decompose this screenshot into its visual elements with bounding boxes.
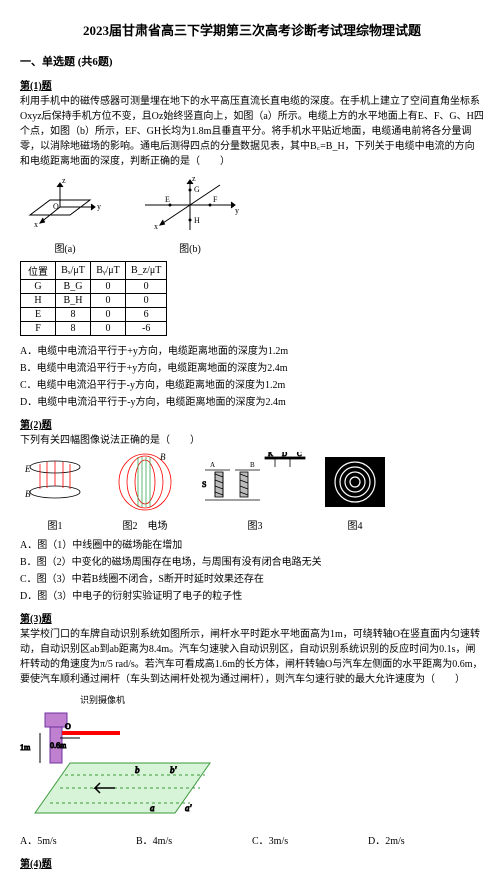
q3-option-c: C．3m/s xyxy=(252,832,368,847)
svg-text:a: a xyxy=(150,803,155,813)
q1-fig-a-label: 图(a) xyxy=(20,240,110,255)
td: B_G xyxy=(56,280,91,294)
fig-label: 图2 电场 xyxy=(100,517,190,532)
td: 0 xyxy=(91,308,126,322)
q2-option-c: C．图（3）中若B线圈不闭合，S断开时延时效果还存在 xyxy=(20,570,484,585)
camera-label: 识别摄像机 xyxy=(80,694,125,705)
svg-text:D: D xyxy=(282,452,287,458)
td: 6 xyxy=(126,308,167,322)
q2-fig1: E B 图1 xyxy=(20,452,90,532)
svg-text:S: S xyxy=(202,480,206,489)
q1-text: 利用手机中的磁传感器可测量埋在地下的水平高压直流长直电缆的深度。在手机上建立了空… xyxy=(20,94,484,169)
svg-text:F: F xyxy=(213,195,218,204)
q1-figures: z y x O 图(a) G H E F z y x 图(b) xyxy=(20,175,484,255)
svg-text:1m: 1m xyxy=(20,743,31,752)
svg-text:0.6m: 0.6m xyxy=(50,741,67,750)
svg-text:H: H xyxy=(194,216,200,225)
page-title: 2023届甘肃省高三下学期第三次高考诊断考试理综物理试题 xyxy=(20,20,484,39)
fig-label: 图1 xyxy=(20,517,90,532)
svg-text:y: y xyxy=(97,202,101,211)
q1-option-c: C．电缆中电流沿平行于-y方向，电缆距离地面的深度为1.2m xyxy=(20,376,484,391)
q1-fig-b-label: 图(b) xyxy=(140,240,240,255)
td: 0 xyxy=(126,294,167,308)
q3-option-b: B．4m/s xyxy=(136,832,252,847)
td: B_H xyxy=(56,294,91,308)
svg-text:z: z xyxy=(192,175,196,183)
section-header: 一、单选题 (共6题) xyxy=(20,53,484,69)
td: F xyxy=(21,322,56,336)
q3-label: 第(3)题 xyxy=(20,610,484,625)
svg-text:B: B xyxy=(250,461,255,469)
td: -6 xyxy=(126,322,167,336)
td: 8 xyxy=(56,308,91,322)
q1-fig-a: z y x O 图(a) xyxy=(20,175,110,255)
svg-text:z: z xyxy=(62,176,66,185)
th: Bₓ/μT xyxy=(56,262,91,280)
svg-text:G: G xyxy=(194,185,200,194)
q3-text: 某学校门口的车牌自动识别系统如图所示，闸杆水平时距水平地面高为1m，可绕转轴O在… xyxy=(20,627,484,687)
td: E xyxy=(21,308,56,322)
q1-option-b: B．电缆中电流沿平行于+y方向，电缆距离地面的深度为2.4m xyxy=(20,359,484,374)
td: 0 xyxy=(91,322,126,336)
th: B_z/μT xyxy=(126,262,167,280)
svg-text:a': a' xyxy=(185,803,193,813)
td: 8 xyxy=(56,322,91,336)
svg-text:y: y xyxy=(235,206,239,215)
svg-text:A: A xyxy=(210,461,215,469)
fig-label: 图3 xyxy=(200,517,310,532)
q1-label: 第(1)题 xyxy=(20,77,484,92)
svg-text:O: O xyxy=(53,202,59,211)
q1-option-a: A．电缆中电流沿平行于+y方向，电缆距离地面的深度为1.2m xyxy=(20,342,484,357)
svg-text:E: E xyxy=(24,464,31,474)
q1-option-d: D．电缆中电流沿平行于-y方向，电缆距离地面的深度为2.4m xyxy=(20,393,484,408)
svg-text:x: x xyxy=(154,222,158,231)
q2-option-b: B．图（2）中变化的磁场周围存在电场，与周围有没有闭合电路无关 xyxy=(20,553,484,568)
svg-text:x: x xyxy=(34,220,38,229)
fig-label: 图4 xyxy=(320,517,390,532)
svg-text:O: O xyxy=(65,722,71,731)
q1-data-table: 位置 Bₓ/μT Bᵧ/μT B_z/μT GB_G00 HB_H00 E806… xyxy=(20,261,167,336)
svg-text:E: E xyxy=(165,195,170,204)
svg-text:K: K xyxy=(268,452,273,458)
td: G xyxy=(21,280,56,294)
q1-fig-b: G H E F z y x 图(b) xyxy=(140,175,240,255)
q2-figures: E B 图1 B 图2 电场 xyxy=(20,452,484,532)
svg-text:C: C xyxy=(297,452,302,458)
q2-label: 第(2)题 xyxy=(20,416,484,431)
svg-text:b': b' xyxy=(170,765,178,775)
q2-text: 下列有关四幅图像说法正确的是（ ） xyxy=(20,433,484,448)
q3-option-d: D．2m/s xyxy=(368,832,484,847)
td: 0 xyxy=(91,294,126,308)
q2-fig3: S K D C A B 图3 xyxy=(200,452,310,532)
td: H xyxy=(21,294,56,308)
q2-option-d: D．图（3）中电子的衍射实验证明了电子的粒子性 xyxy=(20,587,484,602)
q3-options: A．5m/s B．4m/s C．3m/s D．2m/s xyxy=(20,832,484,847)
q4-label: 第(4)题 xyxy=(20,855,484,870)
th: Bᵧ/μT xyxy=(91,262,126,280)
q2-fig2: B 图2 电场 xyxy=(100,452,190,532)
svg-text:B: B xyxy=(25,489,31,499)
td: 0 xyxy=(126,280,167,294)
svg-text:b: b xyxy=(135,765,140,775)
th: 位置 xyxy=(21,262,56,280)
svg-text:B: B xyxy=(160,452,166,462)
q2-fig4: 图4 xyxy=(320,452,390,532)
td: 0 xyxy=(91,280,126,294)
q3-option-a: A．5m/s xyxy=(20,832,136,847)
q2-option-a: A．图（1）中线圈中的磁场能在增加 xyxy=(20,536,484,551)
